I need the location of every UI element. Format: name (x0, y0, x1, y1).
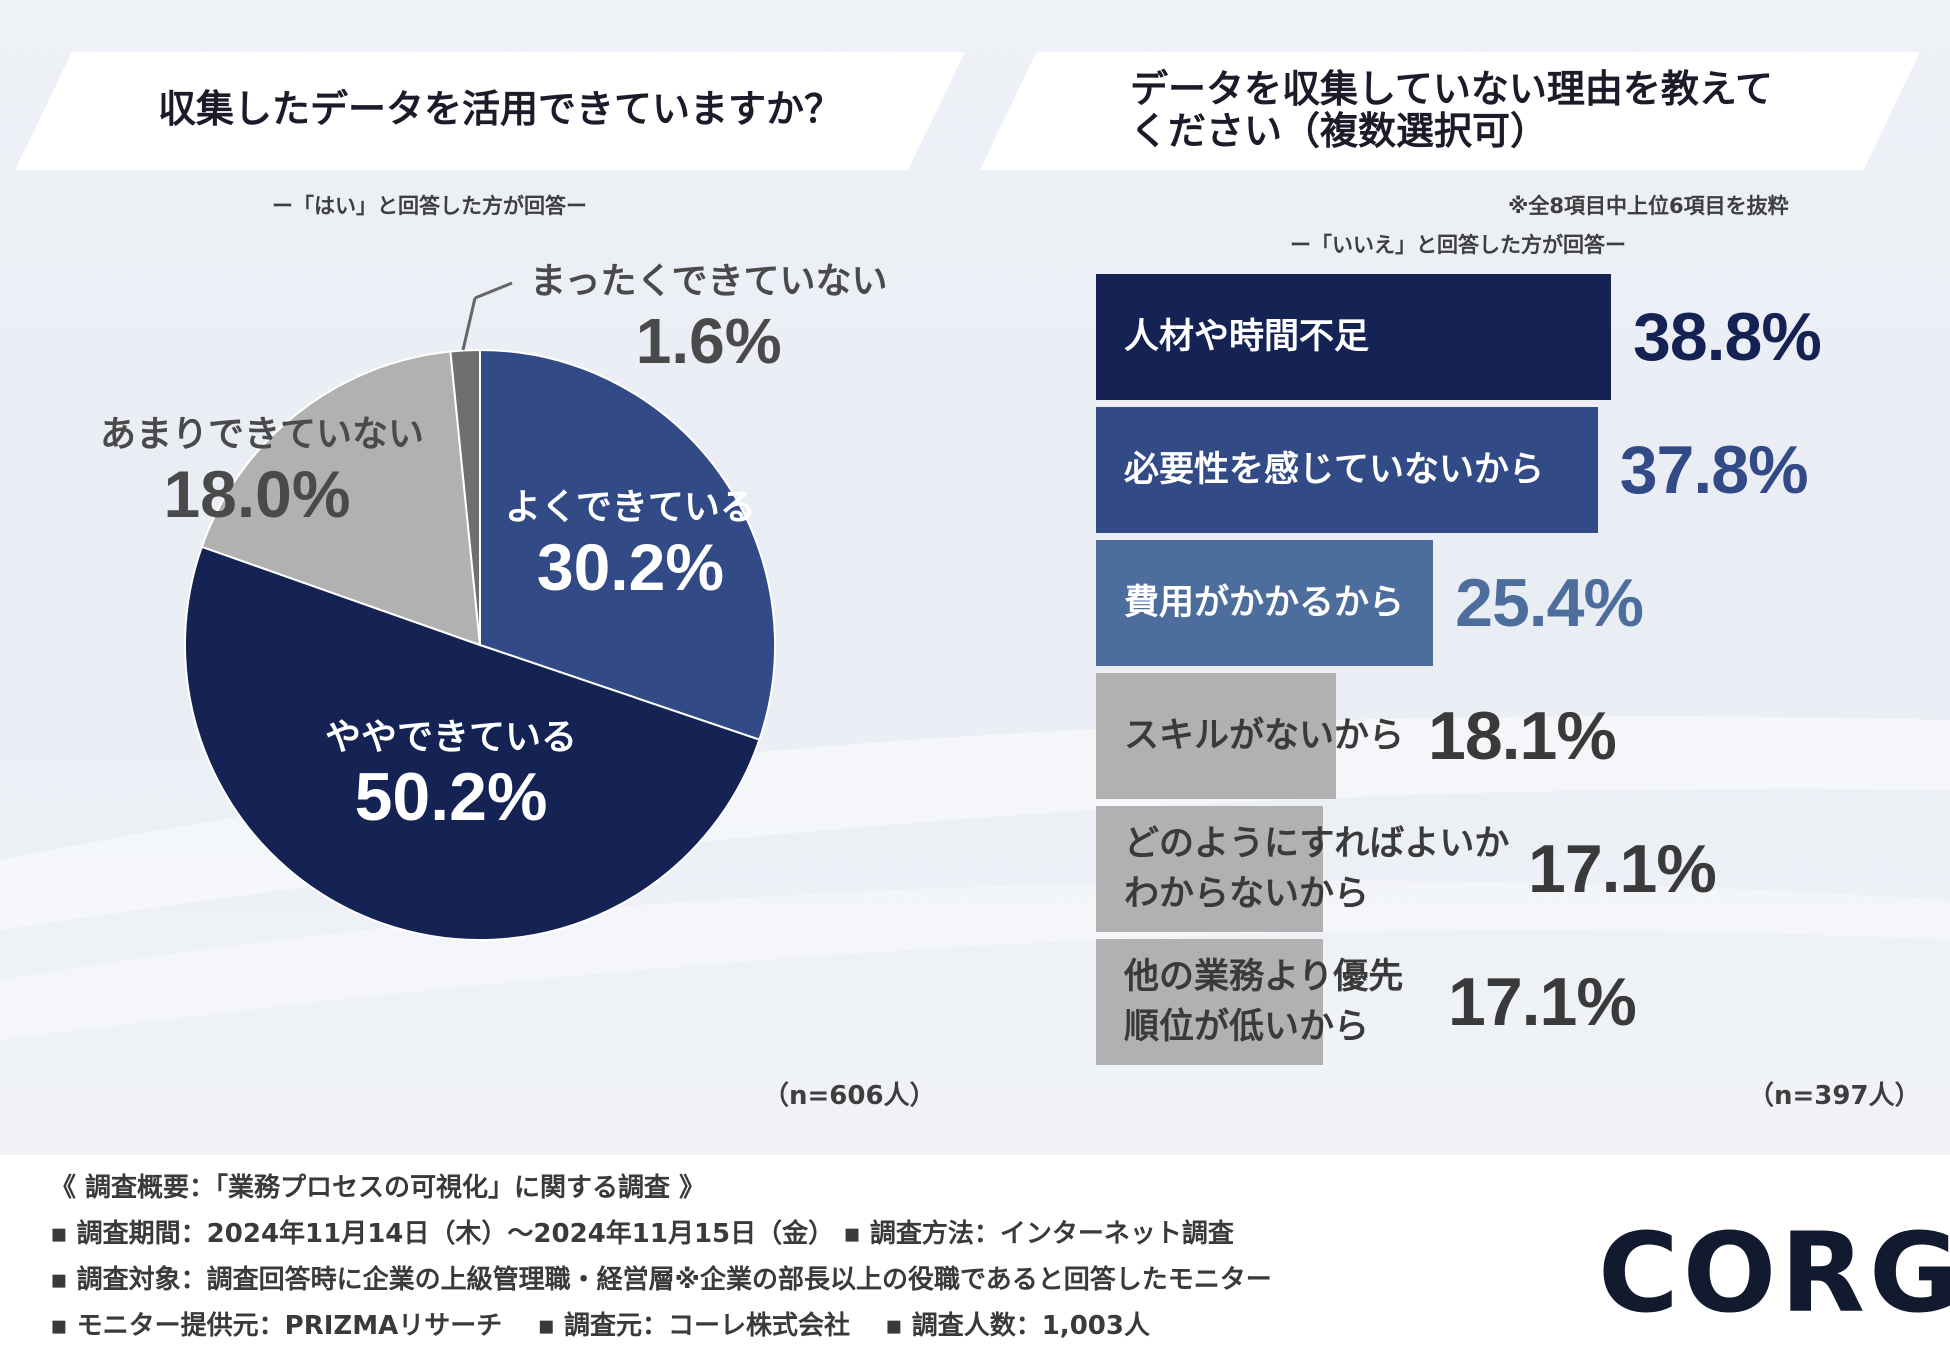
bar (1096, 407, 1598, 533)
left-title-banner (15, 52, 965, 170)
right-chart-title: データを収集していない理由を教えて ください（複数選択可） (1130, 68, 1773, 152)
bar (1096, 540, 1434, 666)
right-chart-title-line1: データを収集していない理由を教えて (1130, 67, 1773, 111)
left-chart-title: 収集したデータを活用できていますか？ (158, 87, 843, 131)
survey-target: ▪ 調査対象：調査回答時に企業の上級管理職・経営層※企業の部長以上の役職であると… (50, 1265, 1272, 1295)
bar-label: 必要性を感じていないから (1124, 407, 1544, 533)
bar-label-line: 他の業務より優先 (1124, 957, 1404, 997)
bar-value: 17.1% (1448, 964, 1637, 1040)
right-chart-title-line2: ください（複数選択可） (1130, 109, 1549, 153)
pie-value-yaya: 50.2% (354, 759, 548, 835)
left-sample-size: （n=606人） (763, 1081, 936, 1111)
right-title-banner (980, 52, 1920, 170)
pie-slice-3 (200, 350, 482, 647)
bar-label: 費用がかかるから (1124, 540, 1404, 666)
pie-label-yaya-text: ややできている (325, 717, 578, 758)
corg-logo: CORG (1598, 1209, 1950, 1337)
pie-label-mattaku-text: まったくできていない (530, 261, 888, 302)
pie-label-yoku-text: よくできている (505, 487, 756, 528)
leader-line (461, 297, 477, 351)
bar-label-line: 必要性を感じていないから (1124, 450, 1545, 490)
bar (1096, 673, 1337, 799)
pie-value-amari: 18.0% (163, 457, 351, 531)
pie-slice-1 (479, 348, 776, 741)
pie-value-yoku: 30.2% (536, 530, 725, 604)
bar-label-line: スキルがないから (1124, 716, 1405, 756)
pie-label-yoku: よくできている 30.2% (505, 478, 756, 604)
pie-slice-2 (183, 545, 761, 942)
bar-label-line: 費用がかかるから (1124, 583, 1405, 623)
bar-value: 18.1% (1428, 698, 1617, 774)
bar-value: 25.4% (1455, 565, 1644, 641)
leader-line-2 (474, 281, 513, 300)
bar-label: どのようにすればよいか わからないから (1124, 806, 1509, 932)
bar-value: 38.8% (1633, 299, 1822, 375)
pie-label-amari: あまりできていない 18.0% (100, 405, 424, 531)
survey-overview: 《 調査概要：「業務プロセスの可視化」に関する調査 》 (50, 1173, 706, 1203)
bar-label: スキルがないから (1124, 673, 1404, 799)
bar-value: 37.8% (1619, 432, 1809, 508)
bar-value: 17.1% (1528, 831, 1717, 907)
pie-slice-4 (449, 348, 481, 646)
footer: 《 調査概要：「業務プロセスの可視化」に関する調査 》 ▪ 調査期間：2024年… (0, 1155, 1950, 1350)
bar-label: 他の業務より優先 順位が低いから (1124, 939, 1403, 1065)
bar-label-line: わからないから (1124, 874, 1370, 914)
survey-period: ▪ 調査期間：2024年11月14日（木）〜2024年11月15日（金） ▪ 調… (50, 1219, 1234, 1249)
bar-label-line: 人材や時間不足 (1124, 317, 1370, 357)
left-chart-subtitle: ー「はい」と回答した方が回答ー (272, 194, 587, 218)
pie-label-yaya: ややできている 50.2% (325, 708, 577, 834)
right-sample-size: （n=397人） (1748, 1081, 1921, 1111)
bar-label-line: どのようにすればよいか (1124, 824, 1510, 864)
bar (1096, 939, 1323, 1065)
right-chart-note: ※全8項目中上位6項目を抜粋 (1508, 194, 1789, 218)
bar-label: 人材や時間不足 (1124, 274, 1369, 400)
bar-label-line: 順位が低いから (1124, 1007, 1370, 1047)
pie-label-mattaku: まったくできていない 1.6% (530, 252, 887, 378)
pie-value-mattaku: 1.6% (635, 305, 782, 377)
bar (1096, 806, 1323, 932)
survey-source: ▪ モニター提供元：PRIZMAリサーチ ▪ 調査元：コーレ株式会社 ▪ 調査人… (50, 1311, 1150, 1341)
right-chart-subtitle: ー「いいえ」と回答した方が回答ー (1290, 233, 1626, 257)
pie-label-amari-text: あまりできていない (100, 414, 425, 455)
bar (1096, 274, 1611, 400)
pie-chart (183, 281, 776, 942)
